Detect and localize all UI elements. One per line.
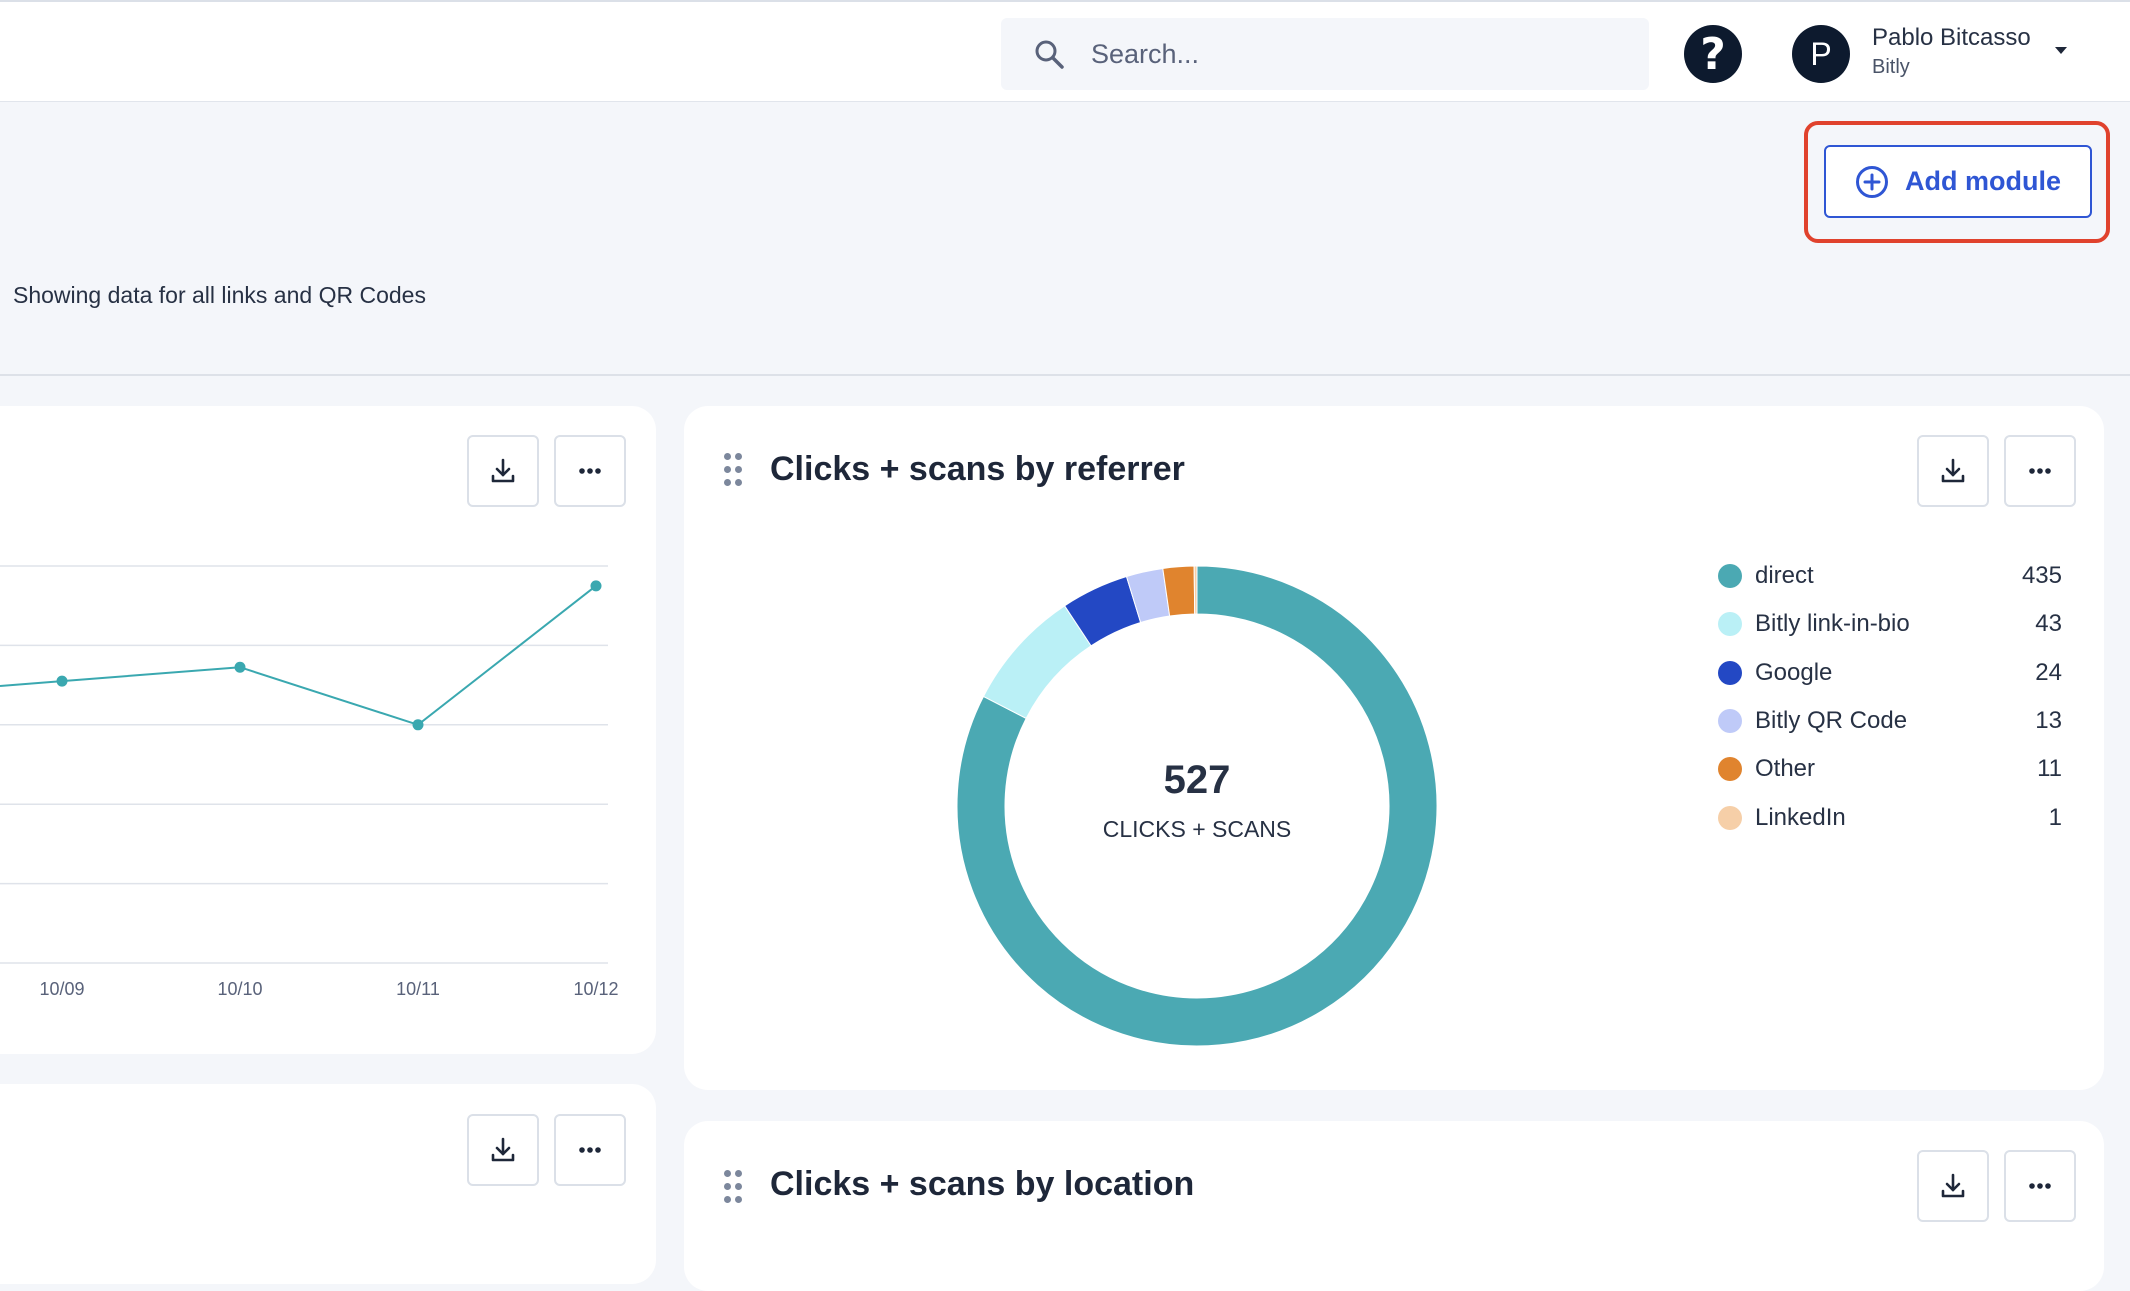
line-chart-card bbox=[0, 406, 656, 1054]
legend-value: 24 bbox=[2035, 659, 2062, 686]
donut-slice-bitly-link-in-bio bbox=[982, 605, 1092, 720]
data-point bbox=[412, 719, 424, 731]
referrer-donut-chart bbox=[957, 566, 1437, 1046]
add-module-label: Add module bbox=[1905, 166, 2061, 196]
data-point bbox=[234, 661, 246, 673]
plus-circle-icon bbox=[1856, 165, 1888, 198]
legend-item: Google 24 bbox=[1716, 657, 2062, 689]
legend-label: direct bbox=[1755, 562, 1814, 589]
download-button[interactable] bbox=[1917, 435, 1989, 507]
download-button[interactable] bbox=[1917, 1150, 1989, 1222]
download-icon bbox=[491, 1137, 515, 1162]
legend-label: Other bbox=[1755, 755, 1816, 782]
more-options-button[interactable] bbox=[554, 435, 626, 507]
drag-handle-icon[interactable] bbox=[724, 1170, 744, 1204]
data-point bbox=[56, 675, 68, 687]
more-options-button[interactable] bbox=[2004, 435, 2076, 507]
divider bbox=[0, 374, 2130, 376]
legend-swatch bbox=[1718, 806, 1742, 830]
download-icon bbox=[1941, 458, 1965, 483]
more-icon bbox=[579, 1147, 601, 1153]
legend-swatch bbox=[1718, 757, 1742, 781]
legend-label: LinkedIn bbox=[1755, 804, 1846, 831]
download-button[interactable] bbox=[467, 435, 539, 507]
help-icon[interactable]: ? bbox=[1684, 25, 1742, 83]
legend-label: Google bbox=[1755, 659, 1833, 686]
donut-total: 527 bbox=[1163, 758, 1231, 802]
top-bar: ? P Pablo Bitcasso Bitly bbox=[0, 0, 2130, 102]
legend-item: direct 435 bbox=[1716, 560, 2062, 592]
legend-swatch bbox=[1718, 661, 1742, 685]
legend-item: Bitly link-in-bio 43 bbox=[1716, 608, 2062, 640]
add-module-button[interactable]: Add module bbox=[1824, 145, 2092, 218]
legend-label: Bitly link-in-bio bbox=[1755, 610, 1910, 637]
location-card-title: Clicks + scans by location bbox=[770, 1165, 1195, 1203]
legend-value: 435 bbox=[2021, 562, 2062, 589]
more-options-button[interactable] bbox=[2004, 1150, 2076, 1222]
referrer-card-title: Clicks + scans by referrer bbox=[770, 450, 1185, 488]
line-chart: 10/09 10/10 10/11 10/12 bbox=[0, 565, 619, 999]
donut-caption: CLICKS + SCANS bbox=[1102, 816, 1292, 842]
legend-value: 13 bbox=[2035, 707, 2062, 734]
avatar[interactable]: P bbox=[1792, 25, 1850, 83]
add-module-highlight bbox=[1804, 121, 2110, 243]
legend-value: 11 bbox=[2037, 755, 2062, 782]
search-box[interactable] bbox=[1001, 18, 1649, 90]
more-icon bbox=[2029, 1183, 2051, 1189]
download-icon bbox=[491, 458, 515, 483]
chevron-down-icon[interactable] bbox=[2053, 46, 2069, 56]
download-button[interactable] bbox=[467, 1114, 539, 1186]
x-tick-label: 10/10 bbox=[217, 979, 262, 999]
search-input[interactable] bbox=[1091, 32, 1611, 76]
more-icon bbox=[579, 468, 601, 474]
x-tick-label: 10/12 bbox=[573, 979, 618, 999]
more-options-button[interactable] bbox=[554, 1114, 626, 1186]
legend-label: Bitly QR Code bbox=[1755, 707, 1908, 734]
drag-handle-icon[interactable] bbox=[724, 453, 744, 487]
page-subtitle: Showing data for all links and QR Codes bbox=[13, 282, 426, 308]
legend-swatch bbox=[1718, 564, 1742, 588]
more-icon bbox=[2029, 468, 2051, 474]
legend-item: Other 11 bbox=[1716, 753, 2062, 785]
data-point bbox=[590, 580, 602, 592]
legend-swatch bbox=[1718, 612, 1742, 636]
x-tick-label: 10/11 bbox=[396, 979, 440, 999]
download-icon bbox=[1941, 1173, 1965, 1198]
legend-swatch bbox=[1718, 709, 1742, 733]
user-name[interactable]: Pablo Bitcasso bbox=[1872, 24, 2031, 51]
donut-slice-direct bbox=[957, 566, 1437, 1046]
legend-item: LinkedIn 1 bbox=[1716, 802, 2062, 834]
legend-value: 1 bbox=[2048, 804, 2062, 831]
series-line bbox=[0, 585, 597, 726]
user-org: Bitly bbox=[1872, 56, 1910, 78]
legend-item: Bitly QR Code 13 bbox=[1716, 705, 2062, 737]
donut-slice-linkedin bbox=[1193, 566, 1198, 615]
location-card bbox=[684, 1121, 2104, 1291]
x-tick-label: 10/09 bbox=[39, 979, 84, 999]
legend-value: 43 bbox=[2035, 610, 2062, 637]
search-icon bbox=[1035, 40, 1064, 69]
